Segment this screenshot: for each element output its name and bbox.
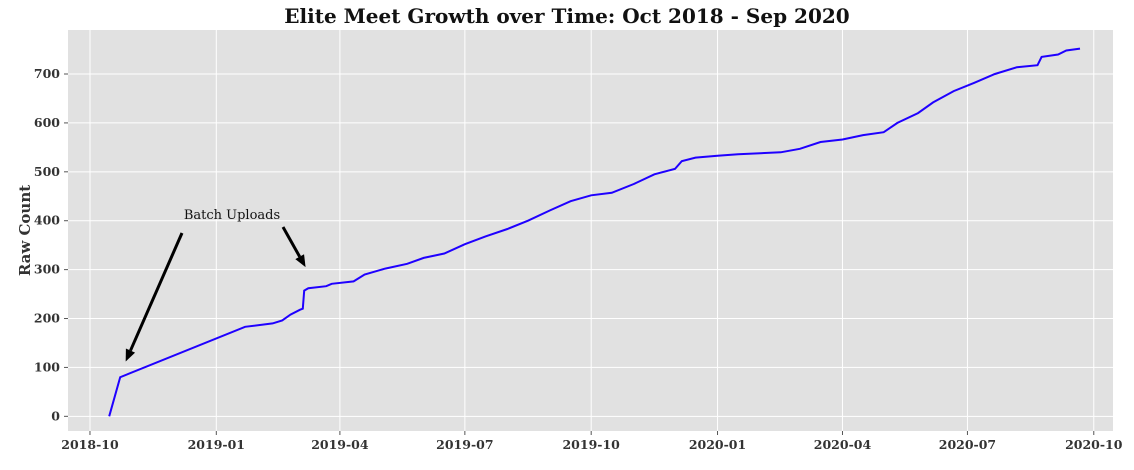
x-tick-label: 2019-10 <box>562 437 620 452</box>
y-tick-label: 400 <box>34 213 60 228</box>
x-tick-label: 2018-10 <box>61 437 119 452</box>
x-tick-label: 2020-01 <box>689 437 746 452</box>
annotation-text: Batch Uploads <box>184 208 280 223</box>
y-tick-label: 700 <box>34 66 60 81</box>
x-axis-ticks: 2018-10 2019-01 2019-04 2019-07 2019-10 2020-… <box>61 431 1123 452</box>
x-tick-label: 2019-07 <box>436 437 493 452</box>
grid-lines <box>68 30 1113 431</box>
y-tick-label: 100 <box>34 359 60 374</box>
x-tick-label: 2019-01 <box>188 437 245 452</box>
annotation-arrow <box>281 226 301 258</box>
y-tick-label: 0 <box>51 408 60 423</box>
annotation-arrowhead <box>125 348 136 362</box>
annotations: Batch Uploads <box>125 208 306 362</box>
y-tick-label: 200 <box>34 311 60 326</box>
annotation-arrow <box>129 232 184 352</box>
plot-area <box>68 30 1113 431</box>
x-tick-label: 2019-04 <box>311 437 369 452</box>
y-axis-label: Raw Count <box>16 185 34 276</box>
x-tick-label: 2020-10 <box>1065 437 1123 452</box>
y-axis-ticks: 0 100 200 300 400 500 600 700 <box>34 66 68 423</box>
series-line <box>108 47 1081 417</box>
y-tick-label: 500 <box>34 164 60 179</box>
x-tick-label: 2020-07 <box>939 437 996 452</box>
y-tick-label: 300 <box>34 262 60 277</box>
x-tick-label: 2020-04 <box>814 437 872 452</box>
y-tick-label: 600 <box>34 115 60 130</box>
chart-title: Elite Meet Growth over Time: Oct 2018 - … <box>284 4 850 28</box>
annotation-arrowhead <box>295 254 306 268</box>
